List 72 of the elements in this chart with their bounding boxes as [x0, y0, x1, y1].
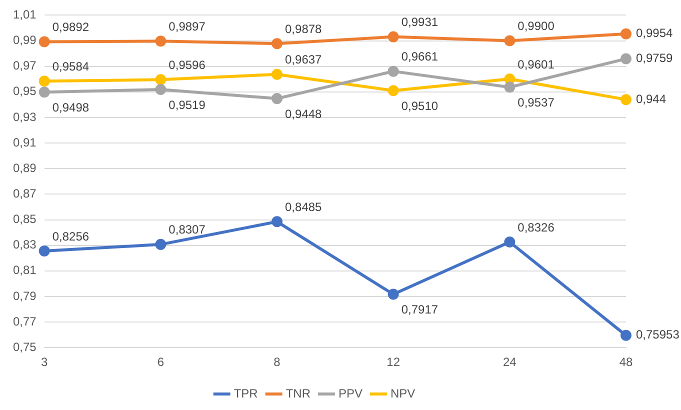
point	[620, 330, 632, 341]
data-label: 0,9519	[168, 98, 206, 112]
point	[155, 238, 166, 250]
point	[388, 288, 399, 300]
data-label: 0,9954	[636, 26, 674, 40]
y-tick-label: 0,77	[12, 314, 37, 328]
point	[620, 94, 632, 106]
point	[388, 31, 399, 42]
point	[504, 82, 516, 93]
y-tick-label: 0,87	[12, 186, 37, 200]
point	[272, 68, 283, 80]
point	[155, 74, 166, 86]
data-label: 0,8256	[52, 229, 90, 244]
point	[38, 245, 50, 256]
x-tick-label: 48	[619, 355, 633, 370]
point	[38, 36, 50, 48]
point	[504, 35, 516, 46]
point	[38, 76, 50, 87]
y-tick-label: 0,83	[12, 238, 37, 252]
y-tick-label: 0,95	[12, 84, 37, 98]
point	[272, 216, 283, 228]
legend-label: TNR	[286, 386, 311, 400]
x-tick-label: 12	[386, 355, 400, 370]
data-label: 0,8326	[518, 220, 555, 234]
data-label: 0,9892	[52, 20, 90, 34]
data-label: 0,9878	[285, 22, 322, 36]
x-tick-label: 3	[41, 355, 48, 370]
y-tick-label: 0,89	[12, 160, 37, 175]
legend-label: NPV	[390, 386, 416, 400]
y-tick-label: 0,97	[12, 58, 37, 73]
data-label: 0,9584	[52, 59, 90, 74]
data-label: 0,8307	[168, 222, 206, 237]
point	[504, 73, 516, 84]
point	[620, 28, 632, 40]
point	[155, 84, 166, 95]
data-label: 0,9931	[401, 15, 438, 30]
data-label: 0,9537	[518, 95, 555, 110]
point	[272, 38, 283, 50]
data-label: 0,9897	[168, 19, 206, 34]
y-tick-label: 0,85	[12, 212, 37, 226]
y-tick-label: 0,79	[12, 288, 37, 303]
data-label: 0,944	[636, 92, 666, 106]
y-tick-label: 0,81	[12, 263, 37, 278]
point	[388, 66, 399, 77]
data-label: 0,9498	[52, 100, 90, 114]
point	[388, 85, 399, 96]
y-tick-label: 0,75	[12, 340, 37, 354]
data-label: 0,9900	[518, 19, 555, 34]
x-tick-label: 8	[274, 355, 281, 370]
legend-label: PPV	[338, 386, 363, 400]
x-tick-label: 6	[157, 355, 164, 370]
data-label: 0,9510	[401, 98, 438, 113]
data-label: 0,75953	[636, 328, 680, 342]
data-label: 0,7917	[401, 302, 438, 317]
y-tick-label: 0,93	[12, 110, 37, 124]
point	[155, 36, 166, 47]
data-label: 0,9601	[518, 57, 555, 72]
x-tick-label: 24	[502, 355, 517, 370]
data-label: 0,9637	[285, 52, 322, 67]
data-label: 0,9596	[168, 58, 206, 72]
point	[504, 236, 516, 248]
y-tick-label: 1,01	[12, 8, 37, 22]
data-label: 0,9661	[401, 50, 438, 64]
point	[620, 53, 632, 64]
y-tick-label: 0,91	[12, 135, 37, 150]
legend-label: TPR	[234, 386, 258, 400]
y-tick-label: 0,99	[12, 33, 37, 48]
point	[38, 86, 50, 98]
data-label: 0,9759	[636, 51, 674, 66]
data-label: 0,9448	[285, 106, 322, 121]
point	[272, 93, 283, 104]
data-label: 0,8485	[285, 200, 322, 214]
